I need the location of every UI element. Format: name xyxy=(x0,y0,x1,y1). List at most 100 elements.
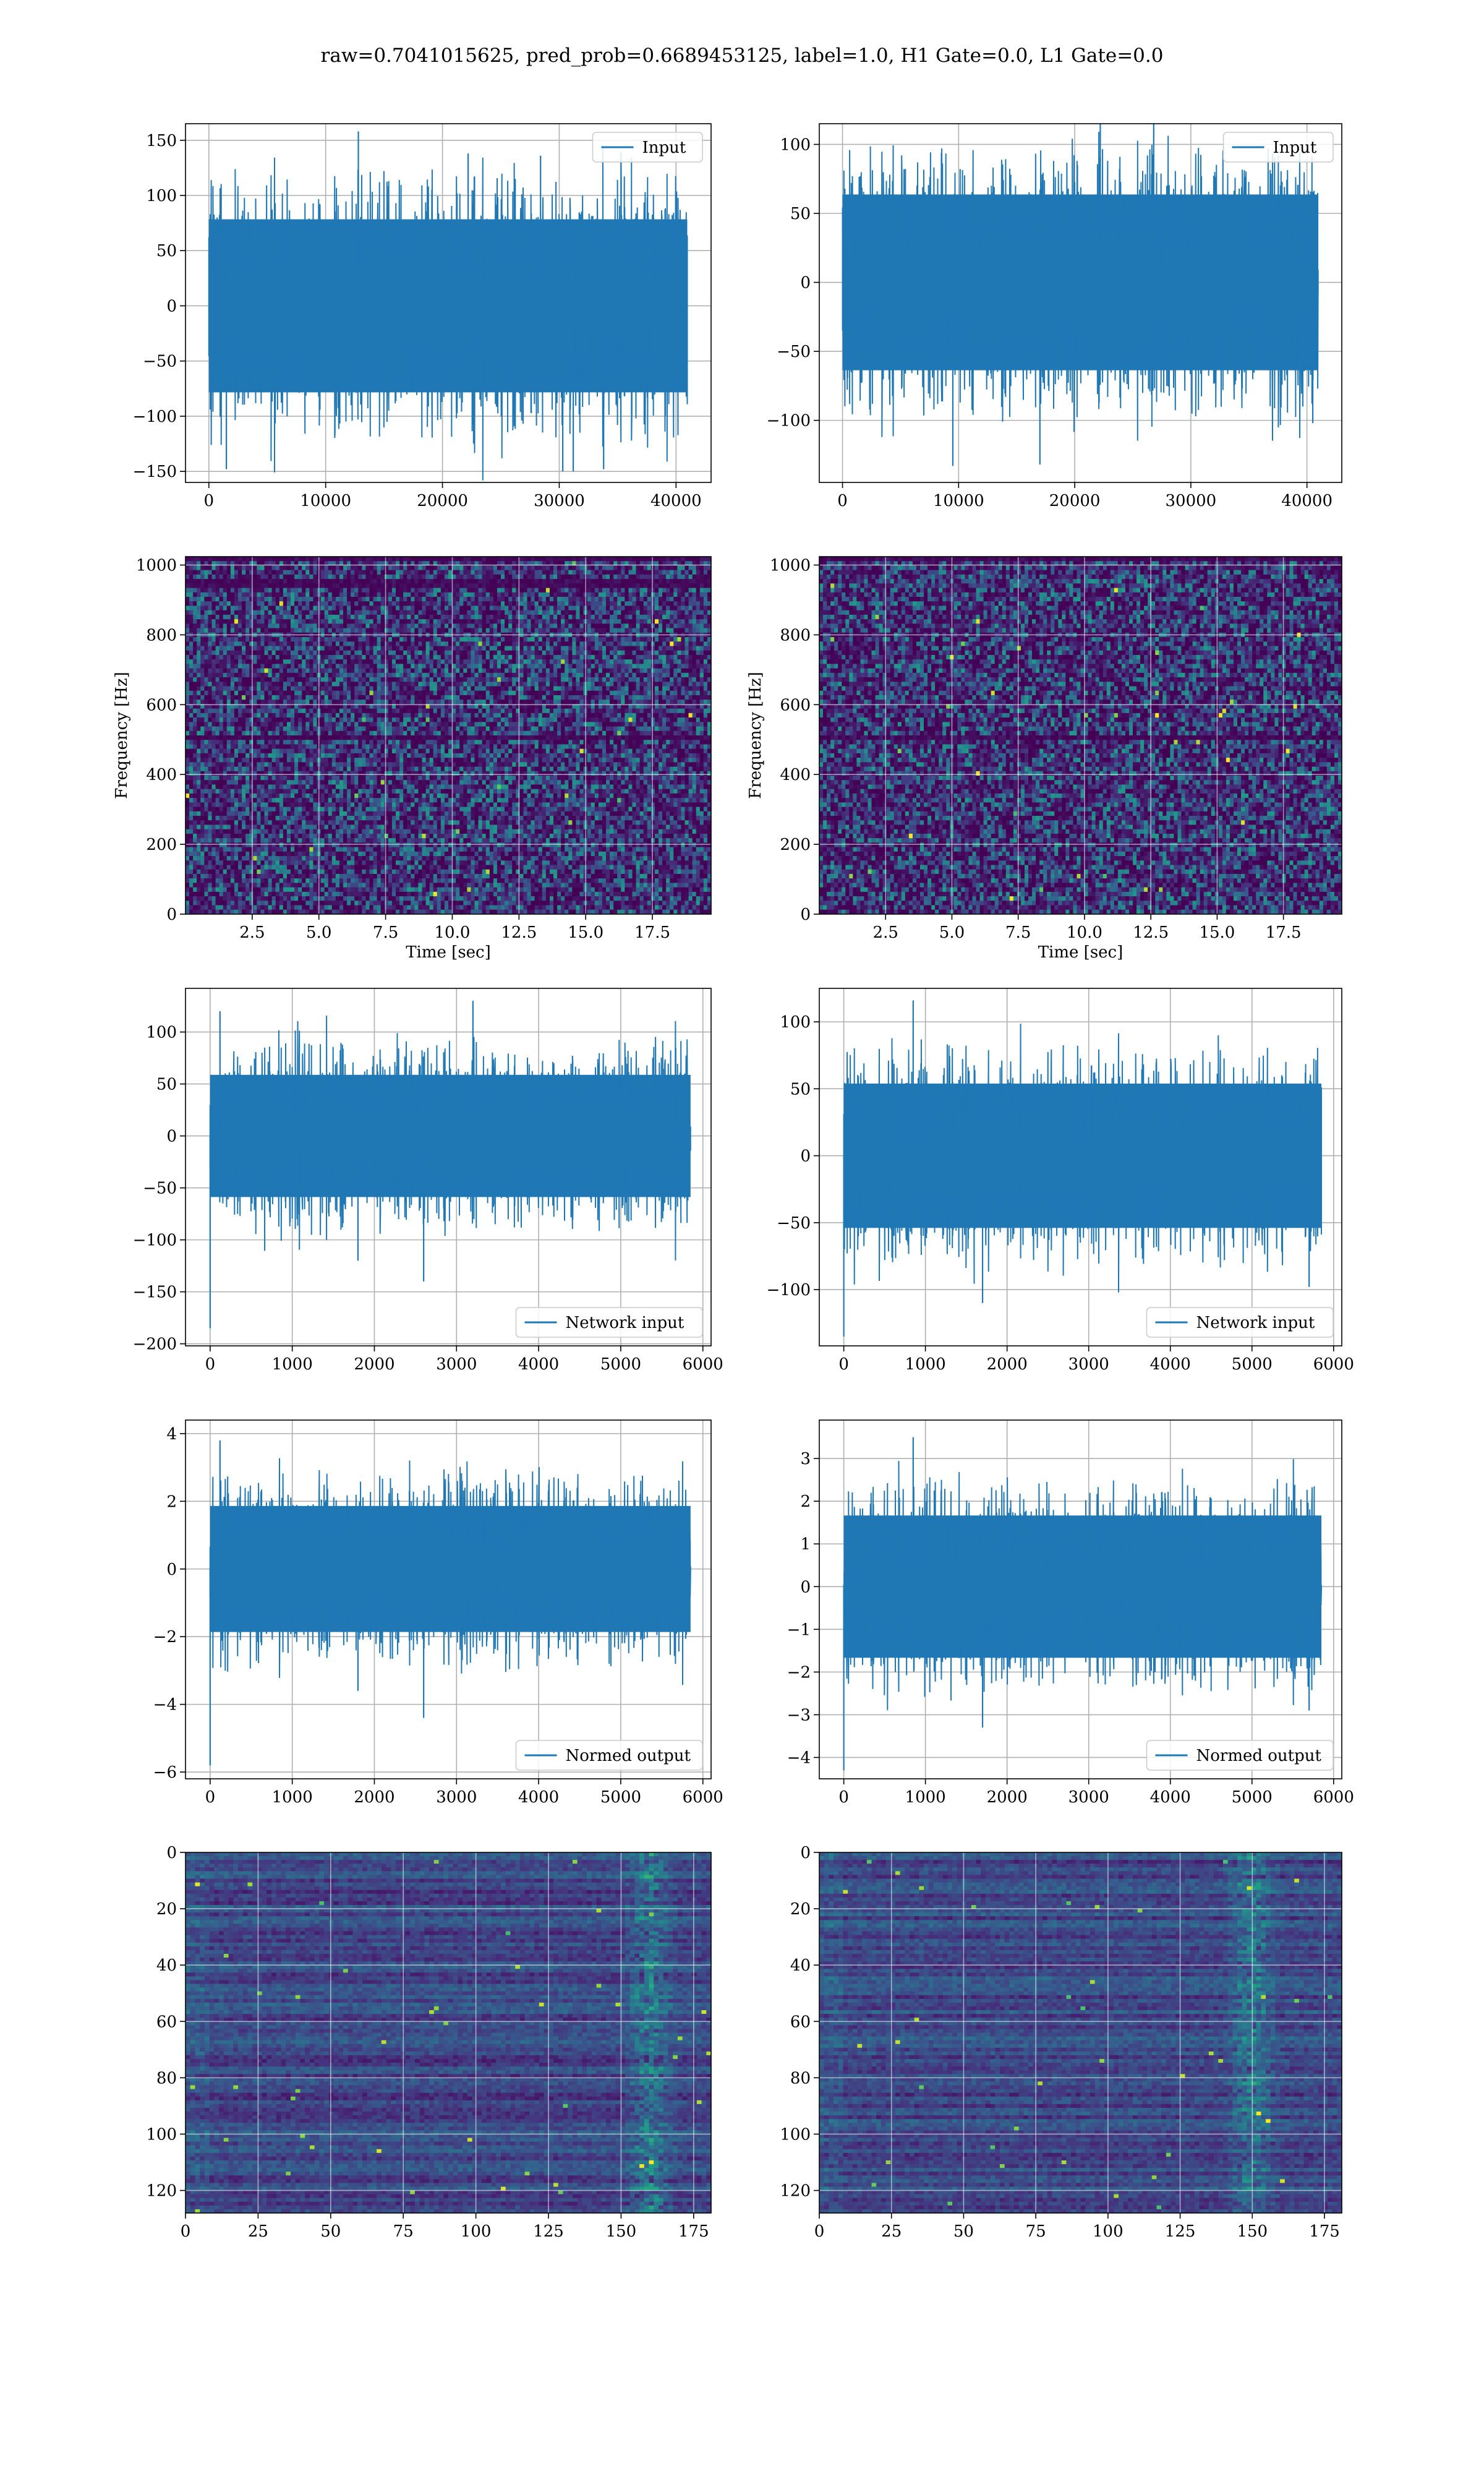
l1-normed-output-ytick-label: 2 xyxy=(800,1492,811,1511)
figure-title: raw=0.7041015625, pred_prob=0.6689453125… xyxy=(321,45,1164,67)
h1-feature-map-xtick-label: 75 xyxy=(393,2222,414,2241)
h1-feature-map-xtick-label: 150 xyxy=(606,2222,637,2241)
h1-feature-map-xtick-label: 0 xyxy=(181,2222,191,2241)
h1-feature-map-xtick-label: 50 xyxy=(320,2222,341,2241)
h1-spectrogram-ylabel: Frequency [Hz] xyxy=(113,672,131,799)
h1-input-xtick-label: 0 xyxy=(204,492,215,510)
l1-network-input-ytick-label: −100 xyxy=(767,1281,811,1299)
h1-input-legend: Input xyxy=(592,132,703,163)
h1-network-input-xtick-label: 4000 xyxy=(518,1355,559,1374)
l1-spectrogram-ytick-label: 400 xyxy=(780,766,811,784)
l1-feature-map-xtick-label: 100 xyxy=(1093,2222,1124,2241)
h1-input-ytick-label: 150 xyxy=(146,132,177,150)
h1-spectrogram-xtick-label: 10.0 xyxy=(435,923,471,942)
l1-spectrogram-xtick-label: 2.5 xyxy=(873,923,898,942)
h1-input-frame xyxy=(185,123,712,483)
h1-input-ytick-label: 0 xyxy=(166,297,177,315)
l1-network-input-xtick-label: 5000 xyxy=(1232,1355,1273,1374)
l1-spectrogram-ticks: 2.5 5.0 7.5 10.0 12.5 15.0 17.5 0 200 400 600 800 10… xyxy=(770,557,1302,942)
h1-feature-map-xtick-label: 175 xyxy=(678,2222,709,2241)
h1-feature-map-panel: 0 25 50 75 100 125 150 175 0 20 40 60 80 100 120 xyxy=(146,1844,712,2241)
l1-spectrogram-ytick-label: 600 xyxy=(780,696,811,714)
h1-spectrogram-panel: 2.5 5.0 7.5 10.0 12.5 15.0 17.5 0 200 400 600 800 10… xyxy=(113,556,712,962)
h1-network-input-ytick-label: 0 xyxy=(166,1128,177,1146)
h1-network-input-ytick-label: −150 xyxy=(133,1283,177,1302)
l1-normed-output-ytick-label: −1 xyxy=(787,1620,811,1639)
l1-input-ytick-label: 100 xyxy=(780,135,811,154)
h1-spectrogram-image xyxy=(186,557,711,914)
h1-normed-output-legend: Normed output xyxy=(515,1740,703,1771)
l1-normed-output-xtick-label: 3000 xyxy=(1068,1788,1109,1807)
h1-input-ytick-label: 100 xyxy=(146,187,177,205)
l1-input-ytick-label: 0 xyxy=(800,274,811,293)
h1-normed-output-xtick-label: 6000 xyxy=(683,1788,723,1807)
h1-network-input-ytick-label: 50 xyxy=(156,1076,177,1094)
l1-network-input-panel: 0 1000 2000 3000 4000 5000 6000 −100 −50 0 50 100 Ne… xyxy=(767,988,1354,1374)
h1-normed-output-ytick-label: 0 xyxy=(166,1560,177,1579)
l1-spectrogram-xtick-label: 7.5 xyxy=(1005,923,1031,942)
h1-feature-map-ytick-label: 0 xyxy=(166,1844,177,1862)
h1-input-ytick-label: 50 xyxy=(156,242,177,260)
l1-network-input-legend: Network input xyxy=(1146,1307,1334,1338)
h1-feature-map-ytick-label: 40 xyxy=(156,1956,177,1975)
l1-normed-output-xtick-label: 1000 xyxy=(905,1788,946,1807)
l1-feature-map-xtick-label: 175 xyxy=(1309,2222,1340,2241)
h1-normed-output-panel: 0 1000 2000 3000 4000 5000 6000 −6 −4 −2 0 2 4 Normed… xyxy=(153,1419,723,1807)
l1-feature-map-ytick-label: 20 xyxy=(790,1900,811,1919)
l1-normed-output-frame xyxy=(819,1419,1342,1779)
h1-network-input-legend: Network input xyxy=(515,1307,703,1338)
h1-network-input-panel: 0 1000 2000 3000 4000 5000 6000−200−150−100−50… xyxy=(133,988,723,1374)
h1-spectrogram-ytick-label: 800 xyxy=(146,626,177,644)
h1-spectrogram-frame xyxy=(185,556,712,915)
h1-normed-output-xtick-label: 1000 xyxy=(272,1788,313,1807)
h1-network-input-xtick-label: 2000 xyxy=(354,1355,394,1374)
l1-normed-output-xtick-label: 4000 xyxy=(1150,1788,1191,1807)
h1-feature-map-ytick-label: 20 xyxy=(156,1900,177,1919)
h1-feature-map-ytick-label: 60 xyxy=(156,2013,177,2031)
h1-normed-output-legend-label: Normed output xyxy=(566,1747,691,1765)
l1-feature-map-ytick-label: 100 xyxy=(780,2125,811,2144)
h1-network-input-xtick-label: 3000 xyxy=(436,1355,477,1374)
h1-spectrogram-xtick-label: 7.5 xyxy=(373,923,398,942)
h1-network-input-ytick-label: −50 xyxy=(143,1179,177,1198)
l1-spectrogram-ytick-label: 800 xyxy=(780,626,811,644)
l1-feature-map-ytick-label: 40 xyxy=(790,1956,811,1975)
h1-network-input-ytick-label: 100 xyxy=(146,1024,177,1042)
l1-network-input-series-line xyxy=(843,1024,1322,1293)
h1-normed-output-xtick-label: 2000 xyxy=(354,1788,394,1807)
h1-normed-output-xtick-label: 4000 xyxy=(518,1788,559,1807)
h1-network-input-xtick-label: 0 xyxy=(205,1355,216,1374)
h1-network-input-frame xyxy=(185,988,712,1346)
l1-network-input-ytick-label: 0 xyxy=(800,1147,811,1166)
l1-feature-map-frame xyxy=(819,1852,1342,2214)
h1-feature-map-ytick-label: 100 xyxy=(146,2125,177,2144)
l1-input-xtick-label: 40000 xyxy=(1281,492,1333,510)
h1-input-ticks: 0 10000 20000 30000 40000 −150 −100 −50 0 50 100 15… xyxy=(133,132,702,510)
h1-spectrogram-xtick-label: 5.0 xyxy=(306,923,331,942)
h1-normed-output-ytick-label: −6 xyxy=(153,1763,177,1782)
h1-network-input-xtick-label: 5000 xyxy=(600,1355,641,1374)
h1-feature-map-ytick-label: 120 xyxy=(146,2182,177,2201)
l1-feature-map-ytick-label: 80 xyxy=(790,2069,811,2087)
h1-spectrogram-xtick-label: 12.5 xyxy=(501,923,537,942)
l1-normed-output-ytick-label: −2 xyxy=(787,1663,811,1682)
h1-feature-map-xtick-label: 25 xyxy=(248,2222,268,2241)
h1-network-input-ytick-label: −200 xyxy=(133,1335,177,1354)
l1-normed-output-ytick-label: 1 xyxy=(800,1535,811,1554)
l1-spectrogram-xtick-label: 10.0 xyxy=(1067,923,1102,942)
l1-network-input-xtick-label: 3000 xyxy=(1068,1355,1109,1374)
l1-input-ytick-label: −100 xyxy=(767,412,811,430)
l1-network-input-xtick-label: 2000 xyxy=(987,1355,1028,1374)
h1-input-ytick-label: −50 xyxy=(143,353,177,371)
l1-input-xtick-label: 10000 xyxy=(933,492,984,510)
l1-network-input-xtick-label: 6000 xyxy=(1313,1355,1354,1374)
h1-normed-output-xtick-label: 0 xyxy=(205,1788,216,1807)
h1-normed-output-xtick-label: 3000 xyxy=(436,1788,477,1807)
h1-network-input-legend-label: Network input xyxy=(566,1314,684,1332)
h1-normed-output-ytick-label: 2 xyxy=(166,1492,177,1511)
h1-input-xtick-label: 30000 xyxy=(534,492,585,510)
h1-spectrogram-ytick-label: 1000 xyxy=(136,557,177,575)
h1-network-input-ticks: 0 1000 2000 3000 4000 5000 6000−200−150−100−50… xyxy=(133,1024,723,1374)
l1-feature-map-ticks: 0 25 50 75 100 125 150 175 0 20 40 60 80 100 120 xyxy=(780,1844,1339,2241)
l1-feature-map-xtick-label: 125 xyxy=(1165,2222,1196,2241)
